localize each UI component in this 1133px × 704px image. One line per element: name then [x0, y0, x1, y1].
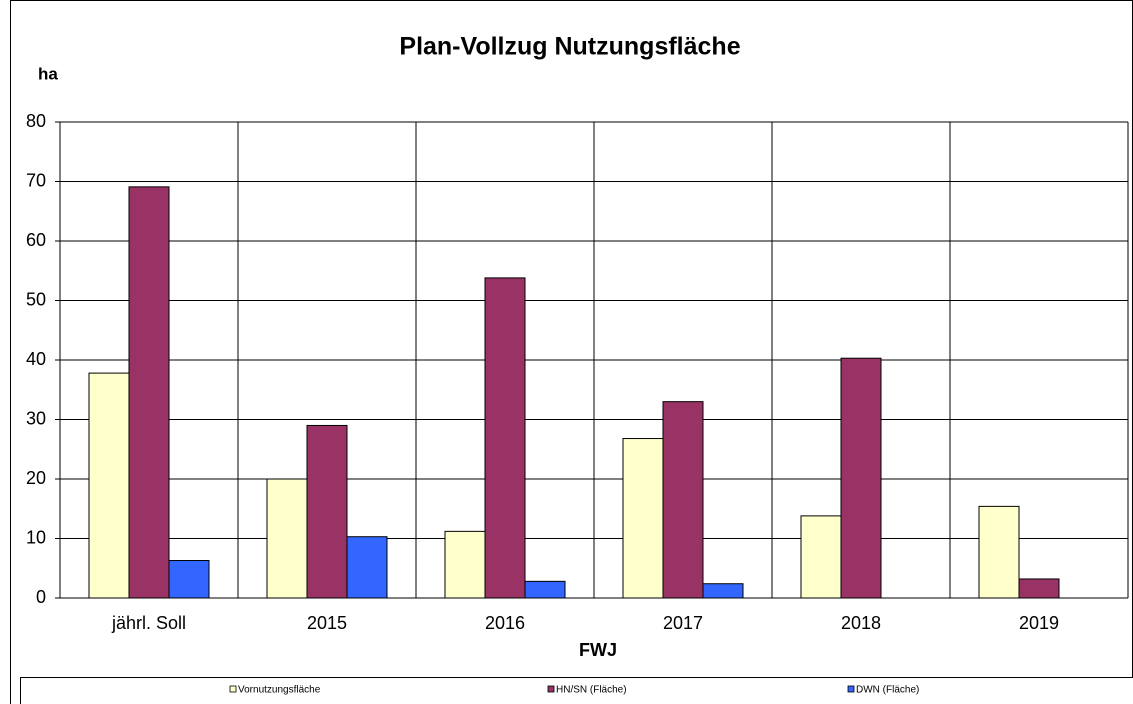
legend-label: HN/SN (Fläche): [556, 685, 627, 696]
y-tick-label: 70: [26, 170, 46, 190]
y-tick-label: 60: [26, 230, 46, 250]
x-tick-label: jährl. Soll: [111, 613, 186, 633]
y-tick-label: 20: [26, 468, 46, 488]
y-tick-label: 10: [26, 527, 46, 547]
bar: [662, 401, 704, 599]
bar: [840, 357, 882, 599]
bar: [622, 438, 664, 599]
bar: [444, 530, 486, 599]
bar: [484, 277, 526, 599]
legend-box: [20, 677, 1133, 704]
bar: [524, 580, 566, 599]
legend-swatch: [229, 685, 237, 693]
bar: [306, 424, 348, 599]
y-tick-label: 30: [26, 408, 46, 428]
bar: [1018, 578, 1060, 599]
y-tick-label: 80: [26, 111, 46, 131]
bar: [702, 583, 744, 599]
chart-title: Plan-Vollzug Nutzungsfläche: [399, 33, 740, 61]
bar: [88, 372, 130, 599]
x-tick-label: 2018: [841, 613, 881, 633]
x-tick-label: 2019: [1019, 613, 1059, 633]
y-tick-label: 50: [26, 289, 46, 309]
bar: [168, 560, 210, 599]
y-tick-label: 0: [36, 587, 46, 607]
bar: [978, 505, 1020, 599]
bar: [128, 186, 170, 599]
y-tick-label: 40: [26, 349, 46, 369]
bar: [346, 536, 388, 599]
legend-swatch: [847, 685, 855, 693]
x-axis-label: FWJ: [579, 640, 617, 660]
legend-swatch: [547, 685, 555, 693]
bar: [266, 478, 308, 599]
x-tick-label: 2017: [663, 613, 703, 633]
legend-label: Vornutzungsfläche: [238, 685, 321, 696]
y-axis-label: ha: [38, 64, 58, 83]
legend-label: DWN (Fläche): [856, 685, 919, 696]
x-tick-label: 2015: [307, 613, 347, 633]
bar: [800, 515, 842, 599]
x-tick-label: 2016: [485, 613, 525, 633]
